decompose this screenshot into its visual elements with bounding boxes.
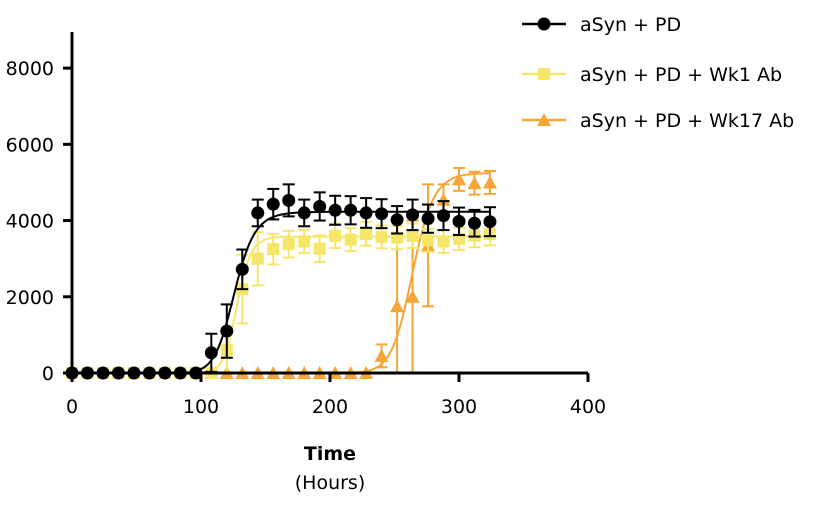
data-point xyxy=(329,229,342,242)
data-point xyxy=(390,299,405,313)
data-point xyxy=(467,176,482,190)
legend-label: aSyn + PD + Wk17 Ab xyxy=(580,110,794,132)
data-point xyxy=(421,212,435,226)
data-point xyxy=(390,213,404,227)
data-point xyxy=(375,230,388,243)
data-point xyxy=(360,227,373,240)
data-point xyxy=(251,206,265,220)
x-tick-label: 400 xyxy=(570,396,606,418)
data-point xyxy=(235,262,249,276)
data-point xyxy=(436,192,451,206)
data-point xyxy=(298,235,311,248)
data-point xyxy=(452,172,466,186)
data-point xyxy=(297,206,311,220)
data-point xyxy=(282,238,295,251)
x-tick-label: 100 xyxy=(183,396,219,418)
data-point xyxy=(344,203,358,217)
legend-marker xyxy=(538,68,550,80)
data-point xyxy=(267,243,280,256)
y-tick-label: 0 xyxy=(42,363,54,385)
y-tick-label: 8000 xyxy=(6,58,54,80)
data-point xyxy=(406,208,420,222)
series-1 xyxy=(65,183,497,380)
data-point xyxy=(313,242,326,255)
data-point xyxy=(328,203,342,217)
data-point xyxy=(251,252,264,265)
data-point xyxy=(483,215,497,229)
x-tick-label: 0 xyxy=(66,396,78,418)
legend-item-2: aSyn + PD + Wk1 Ab xyxy=(522,64,782,86)
data-point xyxy=(406,229,419,242)
data-point xyxy=(391,231,404,244)
data-point xyxy=(405,289,420,303)
data-point xyxy=(375,207,389,221)
data-point xyxy=(422,234,435,247)
legend-label: aSyn + PD xyxy=(580,14,681,36)
data-point xyxy=(313,199,327,213)
legend-label: aSyn + PD + Wk1 Ab xyxy=(580,64,782,86)
plot-area xyxy=(65,166,497,380)
legend-marker xyxy=(537,17,551,31)
data-point xyxy=(482,175,497,189)
x-axis-title: Time xyxy=(304,443,356,465)
y-tick-label: 4000 xyxy=(6,211,54,233)
x-ticks: 0 100 200 300 400 xyxy=(66,373,606,418)
data-point xyxy=(437,235,450,248)
x-axis-subtitle: (Hours) xyxy=(295,472,366,494)
legend-item-1: aSyn + PD xyxy=(522,14,681,36)
x-tick-label: 300 xyxy=(441,396,477,418)
axes xyxy=(70,32,588,375)
data-point xyxy=(204,346,218,360)
legend-marker xyxy=(537,113,551,126)
data-point xyxy=(437,209,451,223)
data-point xyxy=(374,348,389,362)
y-ticks: 0 2000 4000 6000 8000 xyxy=(6,58,72,385)
y-tick-label: 2000 xyxy=(6,287,54,309)
data-point xyxy=(220,324,234,338)
series-2 xyxy=(66,221,496,379)
y-tick-label: 6000 xyxy=(6,134,54,156)
data-point xyxy=(359,206,373,220)
data-point xyxy=(452,214,466,228)
data-point xyxy=(282,193,296,207)
data-point xyxy=(344,233,357,246)
data-point xyxy=(467,216,481,230)
x-tick-label: 200 xyxy=(312,396,348,418)
data-point xyxy=(266,197,280,211)
legend-item-3: aSyn + PD + Wk17 Ab xyxy=(522,110,794,132)
legend: aSyn + PD aSyn + PD + Wk1 Ab aSyn + PD + W… xyxy=(522,14,794,132)
